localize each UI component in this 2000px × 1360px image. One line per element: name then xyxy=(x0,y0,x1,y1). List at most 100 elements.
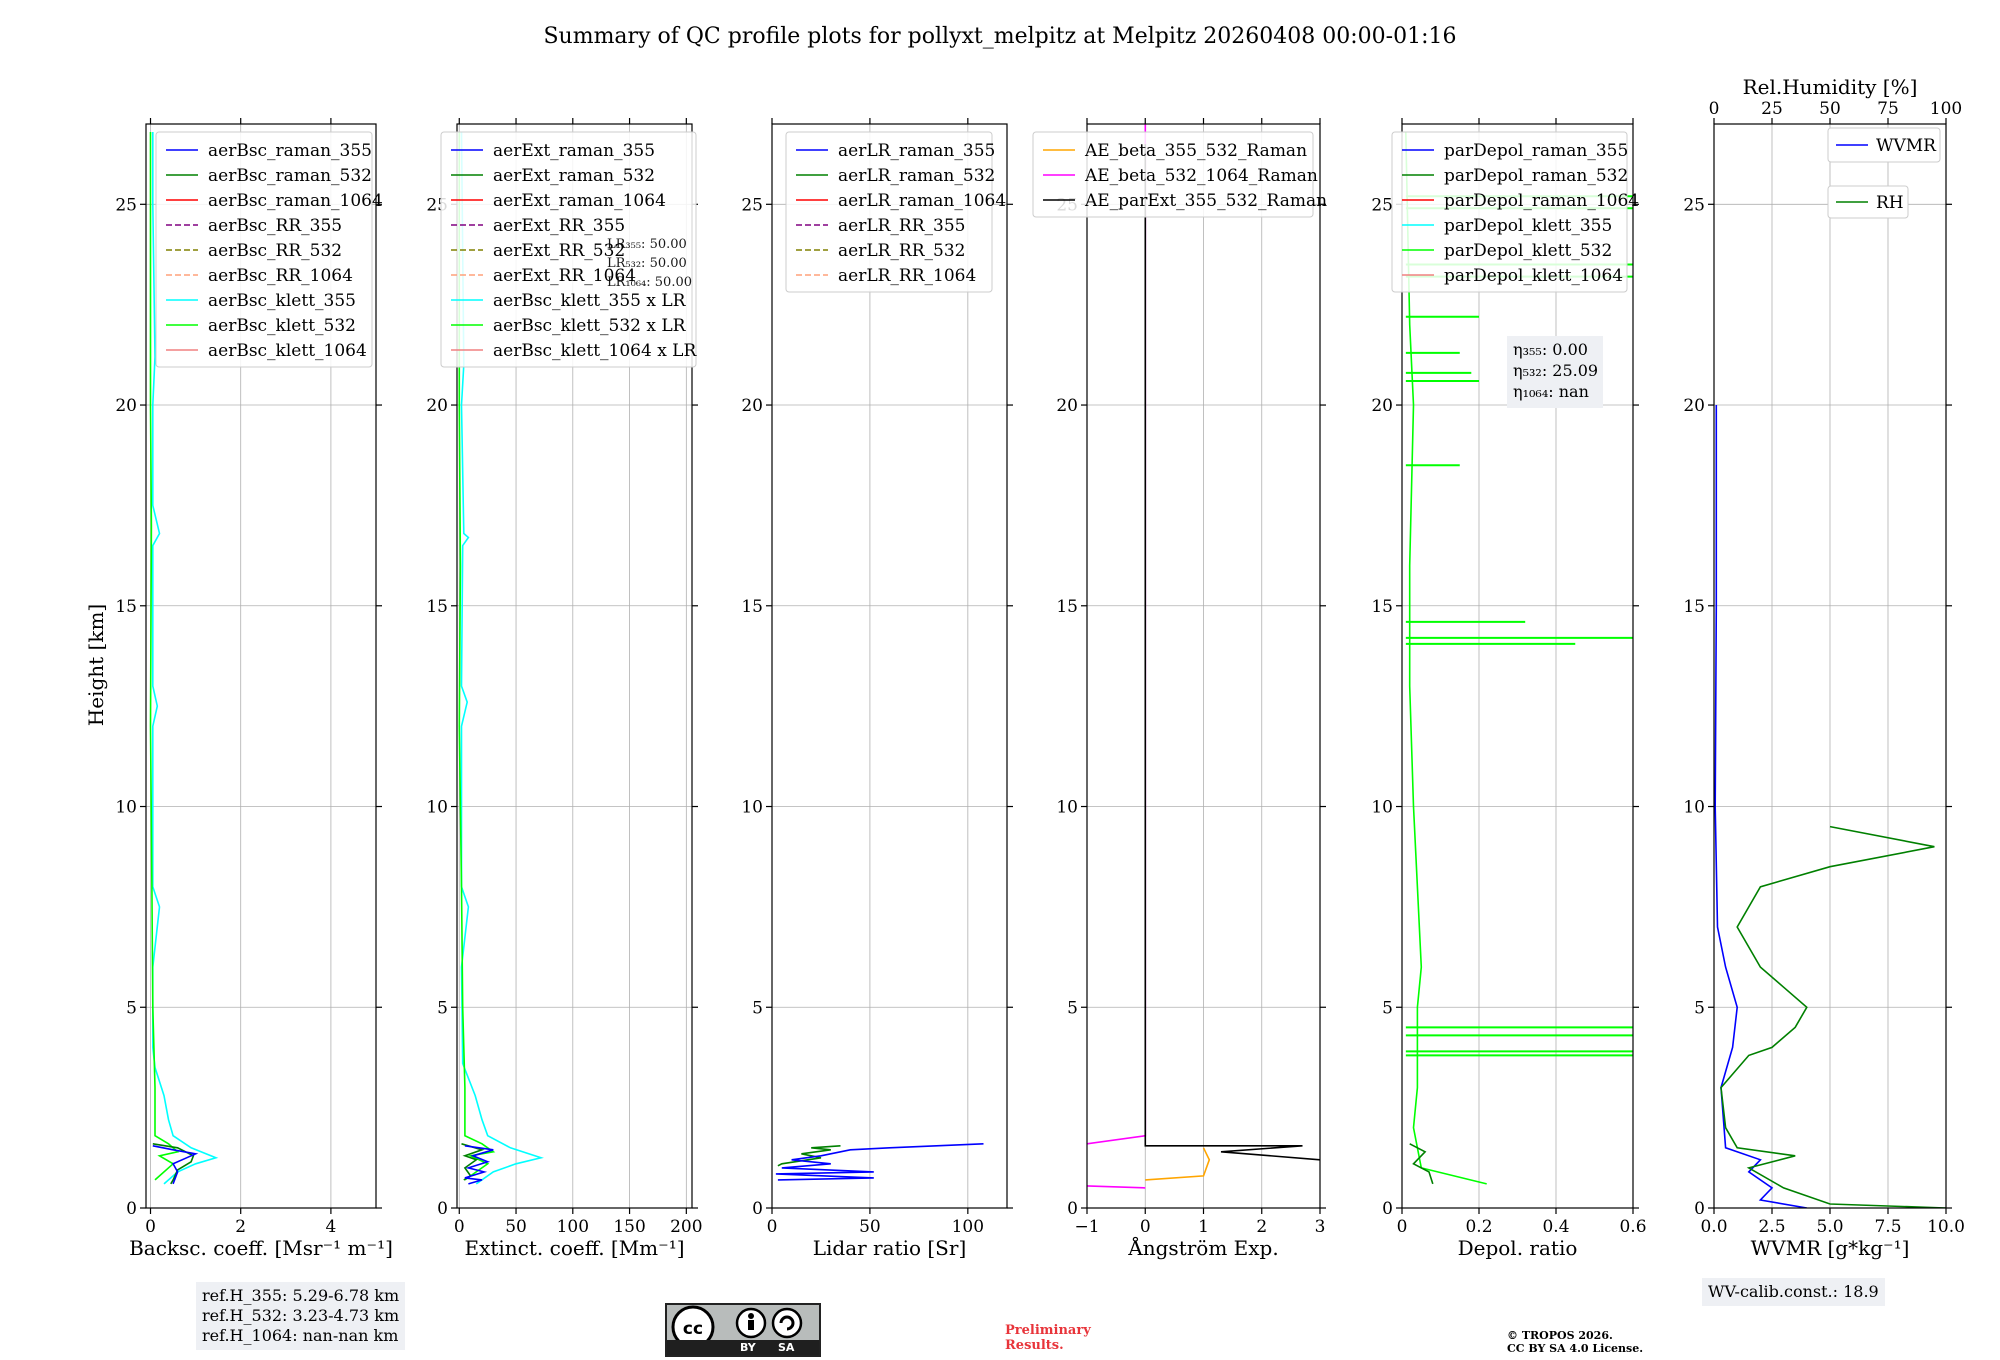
ref-height-355: ref.H_355: 5.29-6.78 km xyxy=(202,1286,400,1305)
x-axis-label: Backsc. coeff. [Msr⁻¹ m⁻¹] xyxy=(129,1236,393,1260)
x-tick-label: 2 xyxy=(235,1217,246,1237)
legend-box xyxy=(1827,127,1941,163)
legend-label: aerBsc_raman_1064 xyxy=(208,191,383,211)
eta-note: η₁₀₆₄: nan xyxy=(1513,382,1589,401)
legend-label: aerBsc_klett_1064 xyxy=(208,341,367,361)
x-tick-label: 0.0 xyxy=(1700,1217,1727,1237)
legend-label: aerLR_raman_355 xyxy=(838,141,995,161)
series-group xyxy=(1087,124,1320,1189)
legend-label: parDepol_klett_532 xyxy=(1444,241,1612,261)
cc-by-label: BY xyxy=(740,1341,756,1354)
y-tick-label: 20 xyxy=(115,396,137,416)
preliminary-line-1: Preliminary xyxy=(1005,1323,1091,1338)
x-axis-label: Ångström Exp. xyxy=(1127,1235,1278,1260)
legend-label: parDepol_klett_355 xyxy=(1444,216,1612,236)
x-axis-label: WVMR [g*kg⁻¹] xyxy=(1751,1236,1910,1260)
y-tick-label: 25 xyxy=(1371,195,1393,215)
series-aerBsc_klett_355 x LR xyxy=(460,131,544,1185)
legend-label: parDepol_raman_355 xyxy=(1444,141,1628,161)
series-aerLR_raman_532 xyxy=(777,1145,841,1167)
y-tick-label: 0 xyxy=(1067,1199,1078,1219)
preliminary-note: Preliminary Results. xyxy=(1005,1323,1091,1353)
series-AE_beta_355_532_Raman xyxy=(1145,1147,1211,1181)
y-tick-label: 20 xyxy=(741,396,763,416)
y-tick-label: 25 xyxy=(1683,195,1705,215)
legend-label: WVMR xyxy=(1876,136,1937,156)
y-tick-label: 25 xyxy=(741,195,763,215)
legend-box xyxy=(440,131,697,368)
svg-text:cc: cc xyxy=(683,1319,703,1339)
series-aerExt_raman_355 xyxy=(464,1145,494,1185)
legend-label: aerExt_RR_355 xyxy=(493,216,625,236)
x-tick-label: 0 xyxy=(145,1217,156,1237)
legend-extinction: aerExt_raman_355 aerExt_raman_532 aerExt_r… xyxy=(440,131,697,368)
y-tick-label: 0 xyxy=(752,1199,763,1219)
series-aerBsc_raman_355 xyxy=(152,1145,199,1185)
y-tick-label: 20 xyxy=(426,396,448,416)
legend-box xyxy=(1032,131,1314,218)
series-AE_parExt_355_532_Raman xyxy=(1144,144,1320,1161)
cc-sa-label: SA xyxy=(778,1341,795,1354)
top-tick-label: 100 xyxy=(1930,99,1962,119)
y-tick-label: 10 xyxy=(741,798,763,818)
top-axis-label: Rel.Humidity [%] xyxy=(1743,75,1918,99)
legend-box xyxy=(155,131,373,368)
x-tick-label: 50 xyxy=(505,1217,527,1237)
legend-label: parDepol_raman_532 xyxy=(1444,166,1628,186)
legend-rh: RH xyxy=(1827,185,1909,219)
series-parDepol_klett_532 xyxy=(1405,131,1487,1185)
x-tick-label: 200 xyxy=(670,1217,702,1237)
series-aerBsc_klett_532 xyxy=(149,132,180,1181)
eta-note: η₃₅₅: 0.00 xyxy=(1513,340,1588,359)
legend-label: AE_beta_532_1064_Raman xyxy=(1084,166,1318,186)
x-axis-label: Lidar ratio [Sr] xyxy=(813,1236,967,1260)
preliminary-line-2: Results. xyxy=(1005,1338,1064,1353)
y-tick-label: 25 xyxy=(115,195,137,215)
ref-height-532: ref.H_532: 3.23-4.73 km xyxy=(202,1306,400,1325)
y-tick-label: 5 xyxy=(1694,998,1705,1018)
x-tick-label: 0 xyxy=(454,1217,465,1237)
y-tick-label: 15 xyxy=(741,597,763,617)
eta-box-bg xyxy=(1507,336,1603,408)
axes-frame xyxy=(1401,123,1634,1209)
x-tick-label: 4 xyxy=(325,1217,336,1237)
x-tick-label: 150 xyxy=(613,1217,645,1237)
x-tick-label: 10.0 xyxy=(1927,1217,1965,1237)
legend-label: aerLR_RR_532 xyxy=(838,241,965,261)
legend-label: aerBsc_klett_532 x LR xyxy=(493,316,687,336)
legend-label: parDepol_raman_1064 xyxy=(1444,191,1639,211)
x-tick-label: 0.6 xyxy=(1619,1217,1646,1237)
share-alike-icon xyxy=(771,1307,803,1339)
eta-note: η₅₃₂: 25.09 xyxy=(1513,361,1598,380)
y-tick-label: 0 xyxy=(1382,1199,1393,1219)
legend-label: aerBsc_raman_532 xyxy=(208,166,372,186)
top-tick-label: 50 xyxy=(1819,99,1841,119)
legend-label: aerBsc_RR_1064 xyxy=(208,266,353,286)
legend-label: parDepol_klett_1064 xyxy=(1444,266,1623,286)
x-tick-label: 0 xyxy=(1140,1217,1151,1237)
legend-box xyxy=(1391,131,1628,293)
legend-label: aerExt_raman_1064 xyxy=(493,191,666,211)
x-tick-label: 1 xyxy=(1198,1217,1209,1237)
lr-note: LR₁₀₆₄: 50.00 xyxy=(607,275,692,290)
legend-label: aerExt_raman_355 xyxy=(493,141,655,161)
axes-frame xyxy=(456,123,693,1209)
series-group xyxy=(775,1143,984,1181)
axes-frame xyxy=(771,123,1008,1209)
x-tick-label: 100 xyxy=(557,1217,589,1237)
x-tick-label: 5.0 xyxy=(1816,1217,1843,1237)
lr-note: LR₅₃₂: 50.00 xyxy=(607,256,687,271)
y-tick-label: 15 xyxy=(1371,597,1393,617)
series-AE_beta_532_1064_Raman xyxy=(1087,124,1147,1145)
legend-label: AE_beta_355_532_Raman xyxy=(1084,141,1307,161)
legend-label: aerBsc_klett_532 xyxy=(208,316,356,336)
legend-label: RH xyxy=(1876,193,1904,213)
y-tick-label: 20 xyxy=(1683,396,1705,416)
copyright-line-1: © TROPOS 2026. xyxy=(1507,1329,1613,1342)
panel-wvmr: 0 5 10 15 20 25 0.0 2.5 5.0 7.5 10.0 WVMR [g*kg⁻¹] 0… xyxy=(1683,75,1965,1260)
legend-label: aerBsc_klett_355 xyxy=(208,291,356,311)
y-tick-label: 15 xyxy=(1056,597,1078,617)
y-tick-label: 15 xyxy=(1683,597,1705,617)
